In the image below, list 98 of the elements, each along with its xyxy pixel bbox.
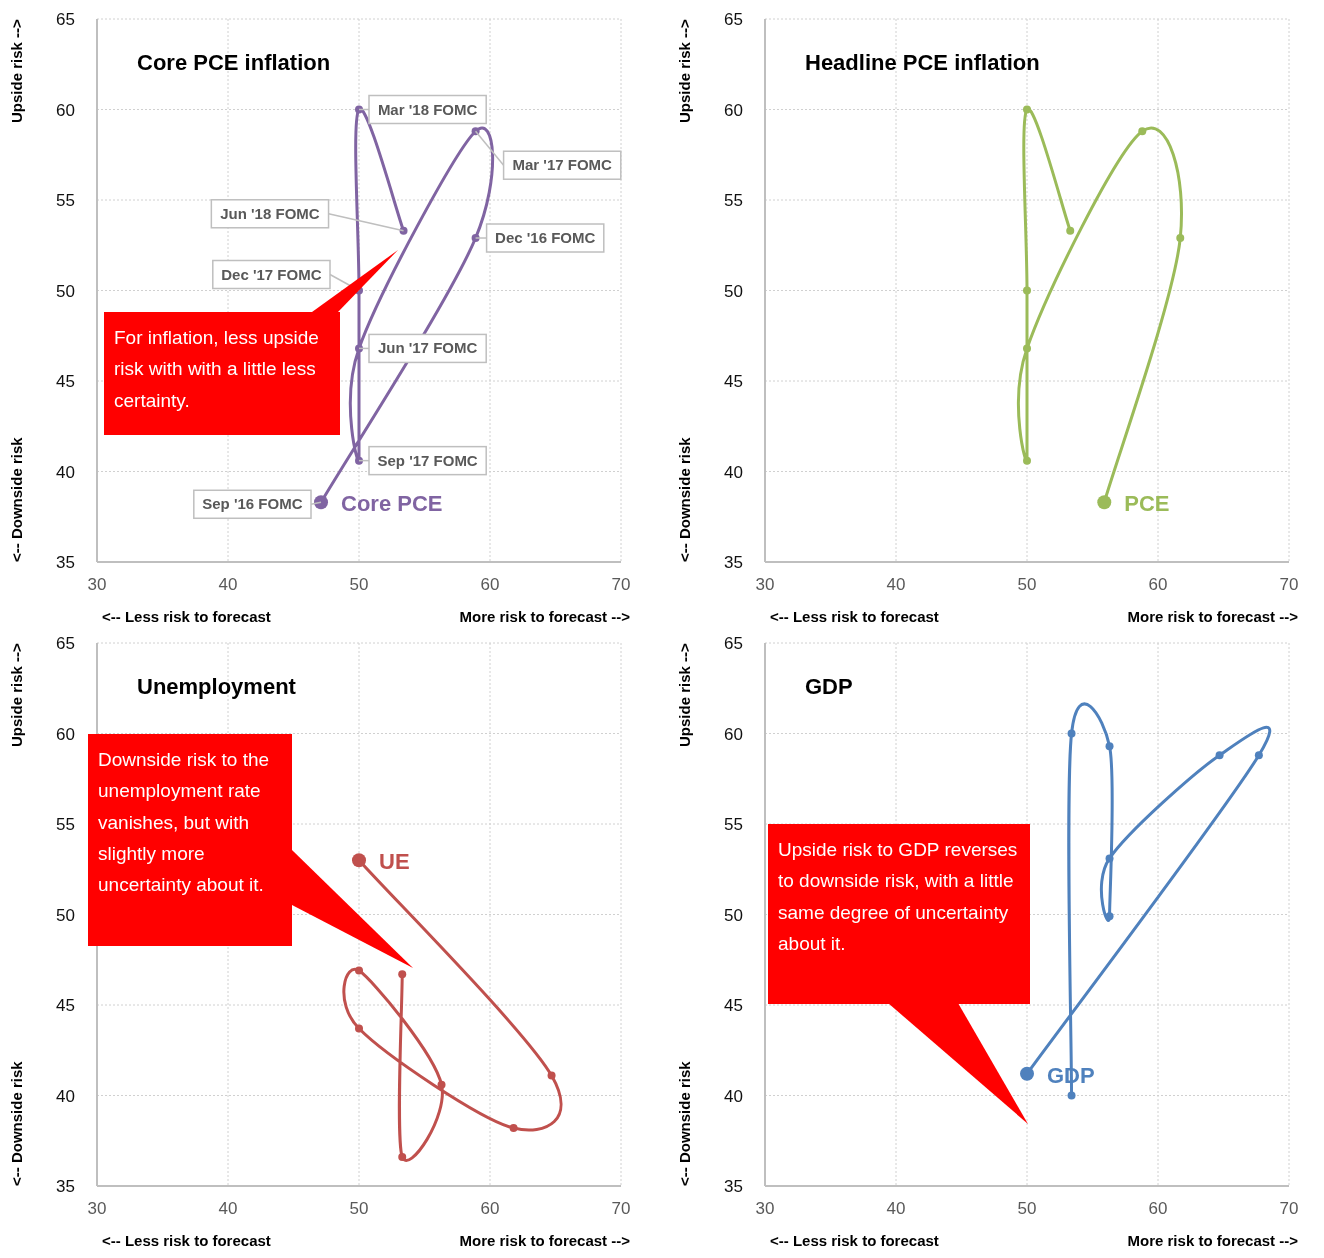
y-tick-label: 35 bbox=[56, 553, 75, 573]
annotation: Mar '17 FOMC bbox=[512, 156, 613, 174]
point bbox=[355, 1024, 363, 1033]
y-tick-label: 40 bbox=[56, 462, 75, 482]
y-tick-label: 60 bbox=[56, 724, 75, 744]
y-tick-label: 35 bbox=[56, 1177, 75, 1197]
point bbox=[1067, 1091, 1076, 1100]
series-label: PCE bbox=[1124, 491, 1170, 517]
annotation: Jun '18 FOMC bbox=[220, 204, 320, 222]
annotation: Jun '17 FOMC bbox=[377, 339, 478, 357]
point bbox=[1023, 456, 1031, 465]
point bbox=[1215, 751, 1224, 760]
y-tick-label: 45 bbox=[724, 996, 743, 1016]
y-tick-label: 65 bbox=[724, 10, 743, 30]
point bbox=[1067, 729, 1076, 738]
x-tick-label: 40 bbox=[886, 575, 906, 595]
x-tick-label: 30 bbox=[87, 1199, 107, 1219]
text: <-- Less risk to forecast More risk to forecast --> bbox=[102, 1232, 630, 1249]
annotation: For inflation, less upside risk with with a little less certainty. bbox=[114, 326, 320, 413]
annotation: Dec '16 FOMC bbox=[495, 229, 596, 247]
point bbox=[398, 1153, 407, 1162]
y-tick-label: 40 bbox=[56, 1086, 75, 1106]
point bbox=[1176, 234, 1185, 243]
text: <-- Less risk to forecast More risk to forecast --> bbox=[770, 608, 1298, 625]
text: <-- Downside risk Upside risk --> bbox=[676, 19, 693, 562]
text: GDP bbox=[805, 674, 853, 700]
y-tick-label: 60 bbox=[56, 100, 75, 120]
point bbox=[355, 105, 363, 114]
x-tick-label: 50 bbox=[1017, 575, 1037, 595]
y-tick-label: 40 bbox=[724, 1086, 743, 1106]
y-tick-label: 55 bbox=[56, 815, 75, 835]
series-label: UE bbox=[379, 849, 410, 875]
text: <-- Downside risk Upside risk --> bbox=[8, 643, 25, 1186]
x-tick-label: 70 bbox=[1279, 1199, 1299, 1219]
x-tick-label: 70 bbox=[611, 1199, 631, 1219]
text: Headline PCE inflation bbox=[805, 50, 1040, 76]
point bbox=[355, 344, 363, 353]
x-tick-label: 40 bbox=[218, 1199, 238, 1219]
y-tick-label: 50 bbox=[724, 905, 743, 925]
series-label: Core PCE bbox=[341, 491, 443, 517]
x-tick-label: 50 bbox=[349, 575, 369, 595]
annotation: Sep '16 FOMC bbox=[202, 495, 303, 513]
x-tick-label: 40 bbox=[886, 1199, 906, 1219]
point bbox=[398, 970, 407, 979]
text: <-- Downside risk Upside risk --> bbox=[676, 643, 693, 1186]
y-tick-label: 35 bbox=[724, 553, 743, 573]
y-tick-label: 55 bbox=[56, 191, 75, 211]
point bbox=[1254, 751, 1263, 760]
x-tick-label: 30 bbox=[755, 1199, 775, 1219]
point bbox=[437, 1080, 446, 1089]
x-tick-label: 30 bbox=[87, 575, 107, 595]
x-tick-label: 60 bbox=[1148, 1199, 1168, 1219]
point bbox=[1023, 105, 1031, 114]
text: <-- Less risk to forecast More risk to forecast --> bbox=[770, 1232, 1298, 1249]
point bbox=[1066, 226, 1075, 235]
x-tick-label: 30 bbox=[755, 575, 775, 595]
y-tick-label: 55 bbox=[724, 815, 743, 835]
y-tick-label: 55 bbox=[724, 191, 743, 211]
point bbox=[355, 966, 363, 975]
annotation: Dec '17 FOMC bbox=[221, 265, 322, 283]
y-tick-label: 65 bbox=[724, 634, 743, 654]
annotation: Downside risk to the unemployment rate vanishes, but with slightly more uncertainty about it. bbox=[98, 748, 271, 898]
point bbox=[355, 456, 363, 465]
y-tick-label: 40 bbox=[724, 462, 743, 482]
point bbox=[1023, 344, 1031, 353]
annotation: Upside risk to GDP reverses to downside risk, with a little same degree of uncertainty about it. bbox=[778, 838, 1019, 957]
y-tick-label: 65 bbox=[56, 634, 75, 654]
y-tick-label: 60 bbox=[724, 724, 743, 744]
y-tick-label: 50 bbox=[56, 281, 75, 301]
x-tick-label: 70 bbox=[1279, 575, 1299, 595]
y-tick-label: 45 bbox=[56, 996, 75, 1016]
y-tick-label: 60 bbox=[724, 100, 743, 120]
x-tick-label: 60 bbox=[480, 1199, 500, 1219]
point bbox=[1105, 912, 1114, 921]
point bbox=[1105, 854, 1114, 863]
x-tick-label: 40 bbox=[218, 575, 238, 595]
y-tick-label: 45 bbox=[724, 372, 743, 392]
text: <-- Downside risk Upside risk --> bbox=[8, 19, 25, 562]
annotation: Sep '17 FOMC bbox=[377, 451, 478, 469]
y-tick-label: 50 bbox=[724, 281, 743, 301]
y-tick-label: 65 bbox=[56, 10, 75, 30]
x-tick-label: 70 bbox=[611, 575, 631, 595]
annotation: Mar '18 FOMC bbox=[377, 100, 478, 118]
point bbox=[509, 1124, 518, 1133]
point bbox=[1105, 742, 1114, 751]
point bbox=[1023, 286, 1031, 295]
point bbox=[1138, 127, 1147, 136]
x-tick-label: 50 bbox=[1017, 1199, 1037, 1219]
y-tick-label: 35 bbox=[724, 1177, 743, 1197]
x-tick-label: 60 bbox=[480, 575, 500, 595]
point bbox=[547, 1071, 556, 1080]
x-tick-label: 60 bbox=[1148, 575, 1168, 595]
text: Unemployment bbox=[137, 674, 296, 700]
text: <-- Less risk to forecast More risk to forecast --> bbox=[102, 608, 630, 625]
text: Core PCE inflation bbox=[137, 50, 331, 76]
y-tick-label: 50 bbox=[56, 905, 75, 925]
x-tick-label: 50 bbox=[349, 1199, 369, 1219]
y-tick-label: 45 bbox=[56, 372, 75, 392]
